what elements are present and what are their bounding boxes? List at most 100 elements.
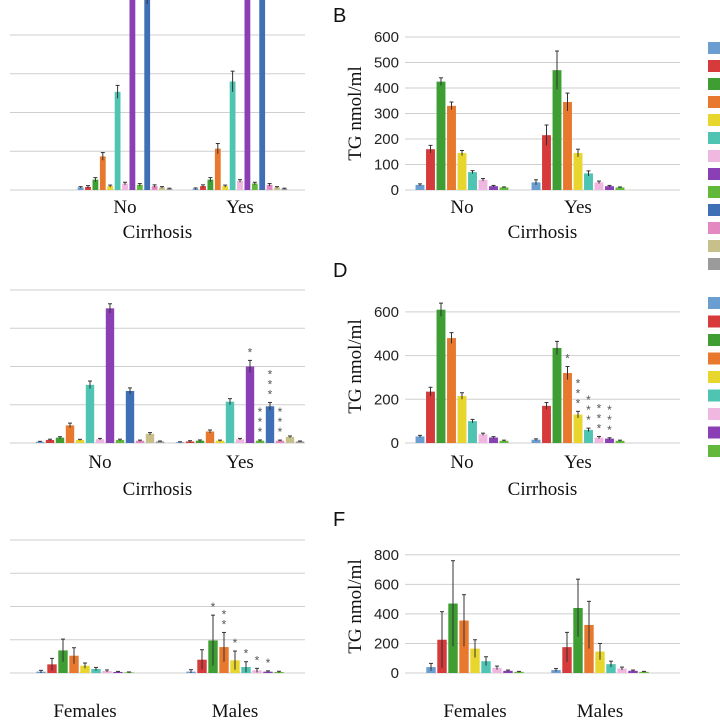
bar [552, 347, 562, 443]
bar [426, 391, 435, 443]
bar [639, 671, 649, 673]
significance-mark: * [597, 411, 602, 425]
bar [205, 431, 215, 443]
legend-b [708, 42, 720, 270]
legend-swatch [708, 240, 720, 252]
bar [594, 182, 604, 190]
x-tick-label: No [450, 452, 473, 473]
significance-mark: * [268, 377, 273, 391]
bar [584, 173, 593, 190]
bar [145, 433, 155, 443]
bar [99, 156, 106, 190]
bar [237, 180, 243, 190]
y-tick-label: 200 [374, 131, 399, 148]
bar [122, 183, 128, 190]
legend-swatch [708, 315, 720, 328]
bar [594, 437, 604, 443]
y-axis-label: TG nmol/ml [345, 66, 366, 160]
legend-swatch [708, 297, 720, 309]
bar [125, 390, 135, 443]
bar [55, 437, 65, 443]
bar [129, 0, 136, 190]
bar [426, 149, 435, 190]
bar [573, 153, 583, 190]
y-tick-label: 400 [374, 606, 399, 623]
significance-mark: * [576, 386, 581, 400]
bar [35, 441, 45, 443]
bar [80, 665, 90, 673]
bar [285, 436, 295, 443]
x-tick-label: Females [53, 701, 116, 720]
bar [573, 414, 583, 443]
legend-swatch [708, 408, 720, 420]
significance-mark: * [278, 405, 283, 419]
bar [136, 184, 143, 190]
bar [85, 384, 95, 443]
bar [436, 81, 446, 190]
bar [457, 153, 467, 190]
chart-panel-e: Females Males***** * * [10, 539, 305, 720]
bar [166, 188, 173, 190]
bar [447, 105, 456, 190]
significance-mark: * [258, 415, 263, 429]
y-axis-label: TG nmol/ml [345, 319, 366, 413]
panel-label-d: D [333, 260, 347, 282]
bar [214, 148, 221, 190]
bar [265, 406, 275, 443]
bar [478, 434, 488, 443]
significance-mark: * [258, 425, 263, 439]
x-tick-label: Yes [226, 452, 254, 473]
significance-mark: * [607, 413, 612, 427]
significance-mark: * [268, 367, 273, 381]
y-tick-label: 300 [374, 106, 399, 123]
legend-swatch [708, 150, 720, 162]
y-axis-label: TG nmol/ml [345, 559, 366, 653]
legend-swatch [708, 96, 720, 108]
bar [514, 671, 524, 673]
bar [584, 429, 593, 443]
bar [69, 655, 79, 673]
legend-swatch [708, 222, 720, 234]
y-tick-label: 400 [374, 348, 399, 365]
chart-panel-f: 0 200 400 600 800 TG nmol/ml Females Males [345, 547, 680, 720]
x-tick-label: Yes [564, 452, 592, 473]
bar [151, 186, 158, 190]
legend-swatch [708, 114, 720, 126]
bar [215, 440, 225, 443]
significance-mark: * [278, 425, 283, 439]
bar [415, 436, 425, 443]
bar [481, 661, 491, 673]
bar [235, 439, 245, 443]
bar [77, 187, 84, 190]
y-tick-label: 400 [374, 80, 399, 97]
bar [503, 670, 513, 673]
bar [531, 182, 541, 190]
bar [105, 308, 115, 443]
x-tick-label: Males [212, 701, 258, 720]
x-tick-label: No [113, 197, 136, 218]
significance-mark: * [222, 617, 227, 631]
significance-mark: * [258, 405, 263, 419]
legend-swatch [708, 168, 720, 180]
bar [468, 172, 477, 190]
bar [114, 91, 121, 190]
x-tick-label: Females [443, 701, 506, 720]
significance-mark: * [233, 636, 238, 650]
bar [563, 373, 572, 443]
y-tick-label: 600 [374, 304, 399, 321]
significance-mark: * [586, 393, 591, 407]
significance-mark: * [222, 607, 227, 621]
bar [595, 651, 605, 673]
significance-mark: * [586, 403, 591, 417]
x-tick-label: No [450, 197, 473, 218]
legend-swatch [708, 445, 720, 457]
bar [259, 0, 266, 190]
significance-mark: * [266, 656, 271, 670]
significance-mark: * [244, 647, 249, 661]
chart-panel-a: No Yes Cirrhosis [10, 0, 305, 243]
legend-swatch [708, 258, 720, 270]
legend-swatch [708, 334, 720, 346]
bar [628, 670, 638, 673]
x-axis-title: Cirrhosis [508, 222, 578, 243]
